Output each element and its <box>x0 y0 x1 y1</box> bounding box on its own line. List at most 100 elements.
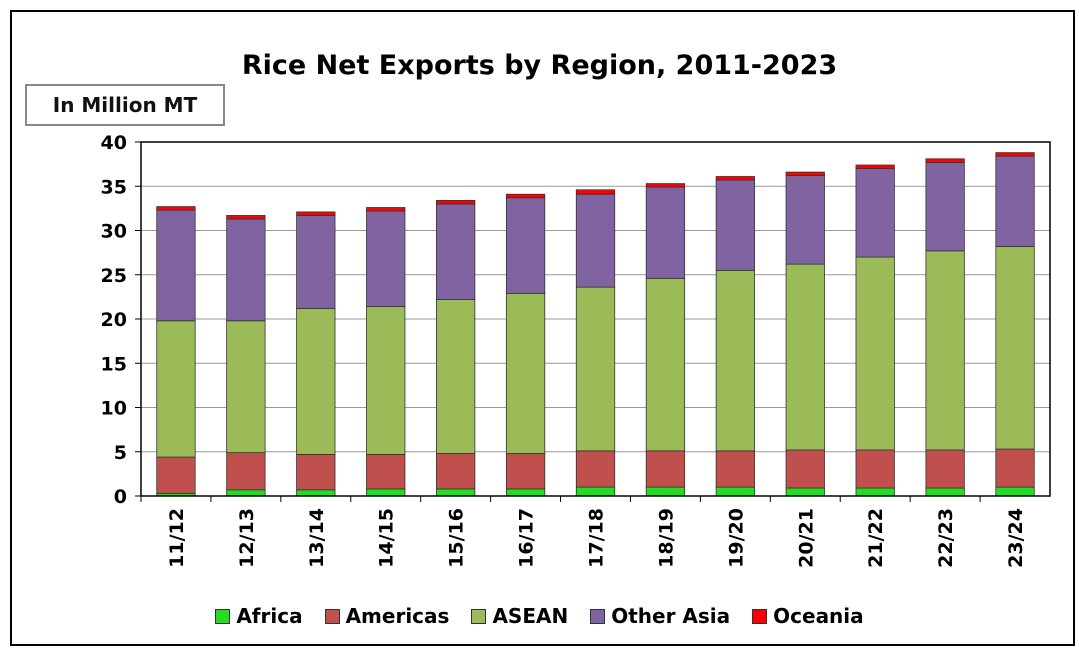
bar-oceania-21-22 <box>855 164 895 169</box>
bar-oceania-23-24 <box>995 152 1035 157</box>
y-tick-label: 40 <box>101 132 127 154</box>
y-tick-label: 5 <box>114 442 127 464</box>
bar-oceania-18-19 <box>645 183 686 188</box>
x-tick-label: 19/20 <box>725 508 747 568</box>
bar-oceania-11-12 <box>156 206 196 211</box>
legend: Africa Americas ASEAN Other Asia Oceania <box>0 604 1079 628</box>
x-tick-label: 15/16 <box>446 508 468 568</box>
bar-africa-12-13 <box>226 489 266 497</box>
bar-oceania-12-13 <box>226 215 266 220</box>
bar-other-asia-19-20 <box>715 179 755 271</box>
bar-americas-22-23 <box>925 449 965 489</box>
legend-swatch <box>590 608 606 624</box>
bar-other-asia-18-19 <box>645 186 686 279</box>
y-tick-label: 20 <box>101 309 127 331</box>
legend-item-asean: ASEAN <box>471 604 568 628</box>
bar-americas-20-21 <box>785 449 825 489</box>
x-axis-ticks: 11/12 12/13 13/14 14/15 15/16 16/17 17/18 18/19… <box>140 496 1027 568</box>
bar-americas-14-15 <box>366 454 406 490</box>
bar-americas-16-17 <box>505 453 546 490</box>
bar-oceania-22-23 <box>925 158 965 163</box>
legend-label: Africa <box>236 604 303 628</box>
bar-africa-21-22 <box>855 487 895 497</box>
bar-oceania-13-14 <box>296 211 336 216</box>
legend-swatch <box>471 608 487 624</box>
bar-americas-13-14 <box>296 454 336 491</box>
bar-africa-13-14 <box>296 489 336 497</box>
bar-africa-14-15 <box>366 488 406 497</box>
bars <box>156 152 1035 497</box>
x-tick-label: 18/19 <box>655 508 677 568</box>
unit-label: In Million MT <box>25 84 225 126</box>
y-axis-ticks: 0 5 10 15 20 25 30 35 40 <box>101 132 141 508</box>
bar-africa-17-18 <box>575 486 616 497</box>
legend-item-oceania: Oceania <box>752 604 864 628</box>
legend-item-other-asia: Other Asia <box>590 604 730 628</box>
bar-other-asia-22-23 <box>925 161 965 252</box>
stacked-bar-chart: 0 5 10 15 20 25 30 35 40 11/12 12/13 13/14 14/15 15/… <box>101 132 1051 568</box>
bar-americas-11-12 <box>156 456 196 494</box>
bar-other-asia-13-14 <box>296 215 336 309</box>
bar-americas-12-13 <box>226 452 266 491</box>
bar-other-asia-16-17 <box>505 197 546 294</box>
bar-americas-19-20 <box>715 450 755 488</box>
bar-other-asia-11-12 <box>156 209 196 322</box>
bar-other-asia-12-13 <box>226 218 266 322</box>
x-tick-label: 22/23 <box>935 508 957 568</box>
bar-africa-16-17 <box>505 488 546 497</box>
bar-asean-21-22 <box>855 256 895 451</box>
y-tick-label: 35 <box>101 176 127 198</box>
bar-asean-20-21 <box>785 263 825 451</box>
x-tick-label: 20/21 <box>795 508 817 568</box>
bar-africa-19-20 <box>715 486 755 497</box>
bar-oceania-16-17 <box>505 193 546 199</box>
legend-swatch <box>752 608 768 624</box>
legend-label: Oceania <box>773 604 864 628</box>
x-tick-label: 13/14 <box>306 508 328 568</box>
x-tick-label: 16/17 <box>516 508 538 568</box>
legend-label: ASEAN <box>492 604 569 628</box>
bar-other-asia-14-15 <box>366 210 406 308</box>
legend-swatch <box>324 608 340 624</box>
bar-oceania-15-16 <box>436 200 476 205</box>
bar-africa-18-19 <box>645 486 686 497</box>
legend-item-americas: Americas <box>324 604 450 628</box>
bar-americas-18-19 <box>645 450 686 488</box>
legend-label: Other Asia <box>611 604 731 628</box>
y-tick-label: 25 <box>101 265 127 287</box>
bar-asean-22-23 <box>925 250 965 451</box>
bar-asean-14-15 <box>366 306 406 455</box>
legend-swatch <box>215 608 231 624</box>
bar-oceania-20-21 <box>785 171 825 177</box>
x-tick-label: 23/24 <box>1005 508 1027 568</box>
bar-asean-11-12 <box>156 320 196 458</box>
bar-americas-15-16 <box>436 453 476 490</box>
bar-other-asia-20-21 <box>785 175 825 265</box>
x-tick-label: 11/12 <box>166 508 188 568</box>
bar-other-asia-17-18 <box>575 193 616 288</box>
legend-label: Americas <box>345 604 450 628</box>
bar-other-asia-21-22 <box>855 168 895 258</box>
x-tick-label: 12/13 <box>236 508 258 568</box>
bar-asean-16-17 <box>505 292 546 454</box>
bar-asean-19-20 <box>715 269 755 452</box>
bar-oceania-14-15 <box>366 207 406 212</box>
y-tick-label: 10 <box>101 398 127 420</box>
x-tick-label: 14/15 <box>376 508 398 568</box>
y-tick-label: 15 <box>101 353 127 375</box>
bar-americas-23-24 <box>995 448 1035 488</box>
x-tick-label: 17/18 <box>586 508 608 568</box>
chart-title: Rice Net Exports by Region, 2011-2023 <box>241 50 838 81</box>
bar-asean-18-19 <box>645 277 686 452</box>
bar-americas-21-22 <box>855 449 895 489</box>
bar-asean-15-16 <box>436 299 476 454</box>
bar-africa-15-16 <box>436 488 476 497</box>
bar-africa-20-21 <box>785 487 825 497</box>
y-tick-label: 30 <box>101 221 127 243</box>
bar-africa-23-24 <box>995 486 1035 497</box>
bar-oceania-17-18 <box>575 189 616 195</box>
bar-asean-23-24 <box>995 246 1035 450</box>
bar-asean-17-18 <box>575 286 616 452</box>
bar-other-asia-23-24 <box>995 155 1035 247</box>
bar-americas-17-18 <box>575 450 616 488</box>
